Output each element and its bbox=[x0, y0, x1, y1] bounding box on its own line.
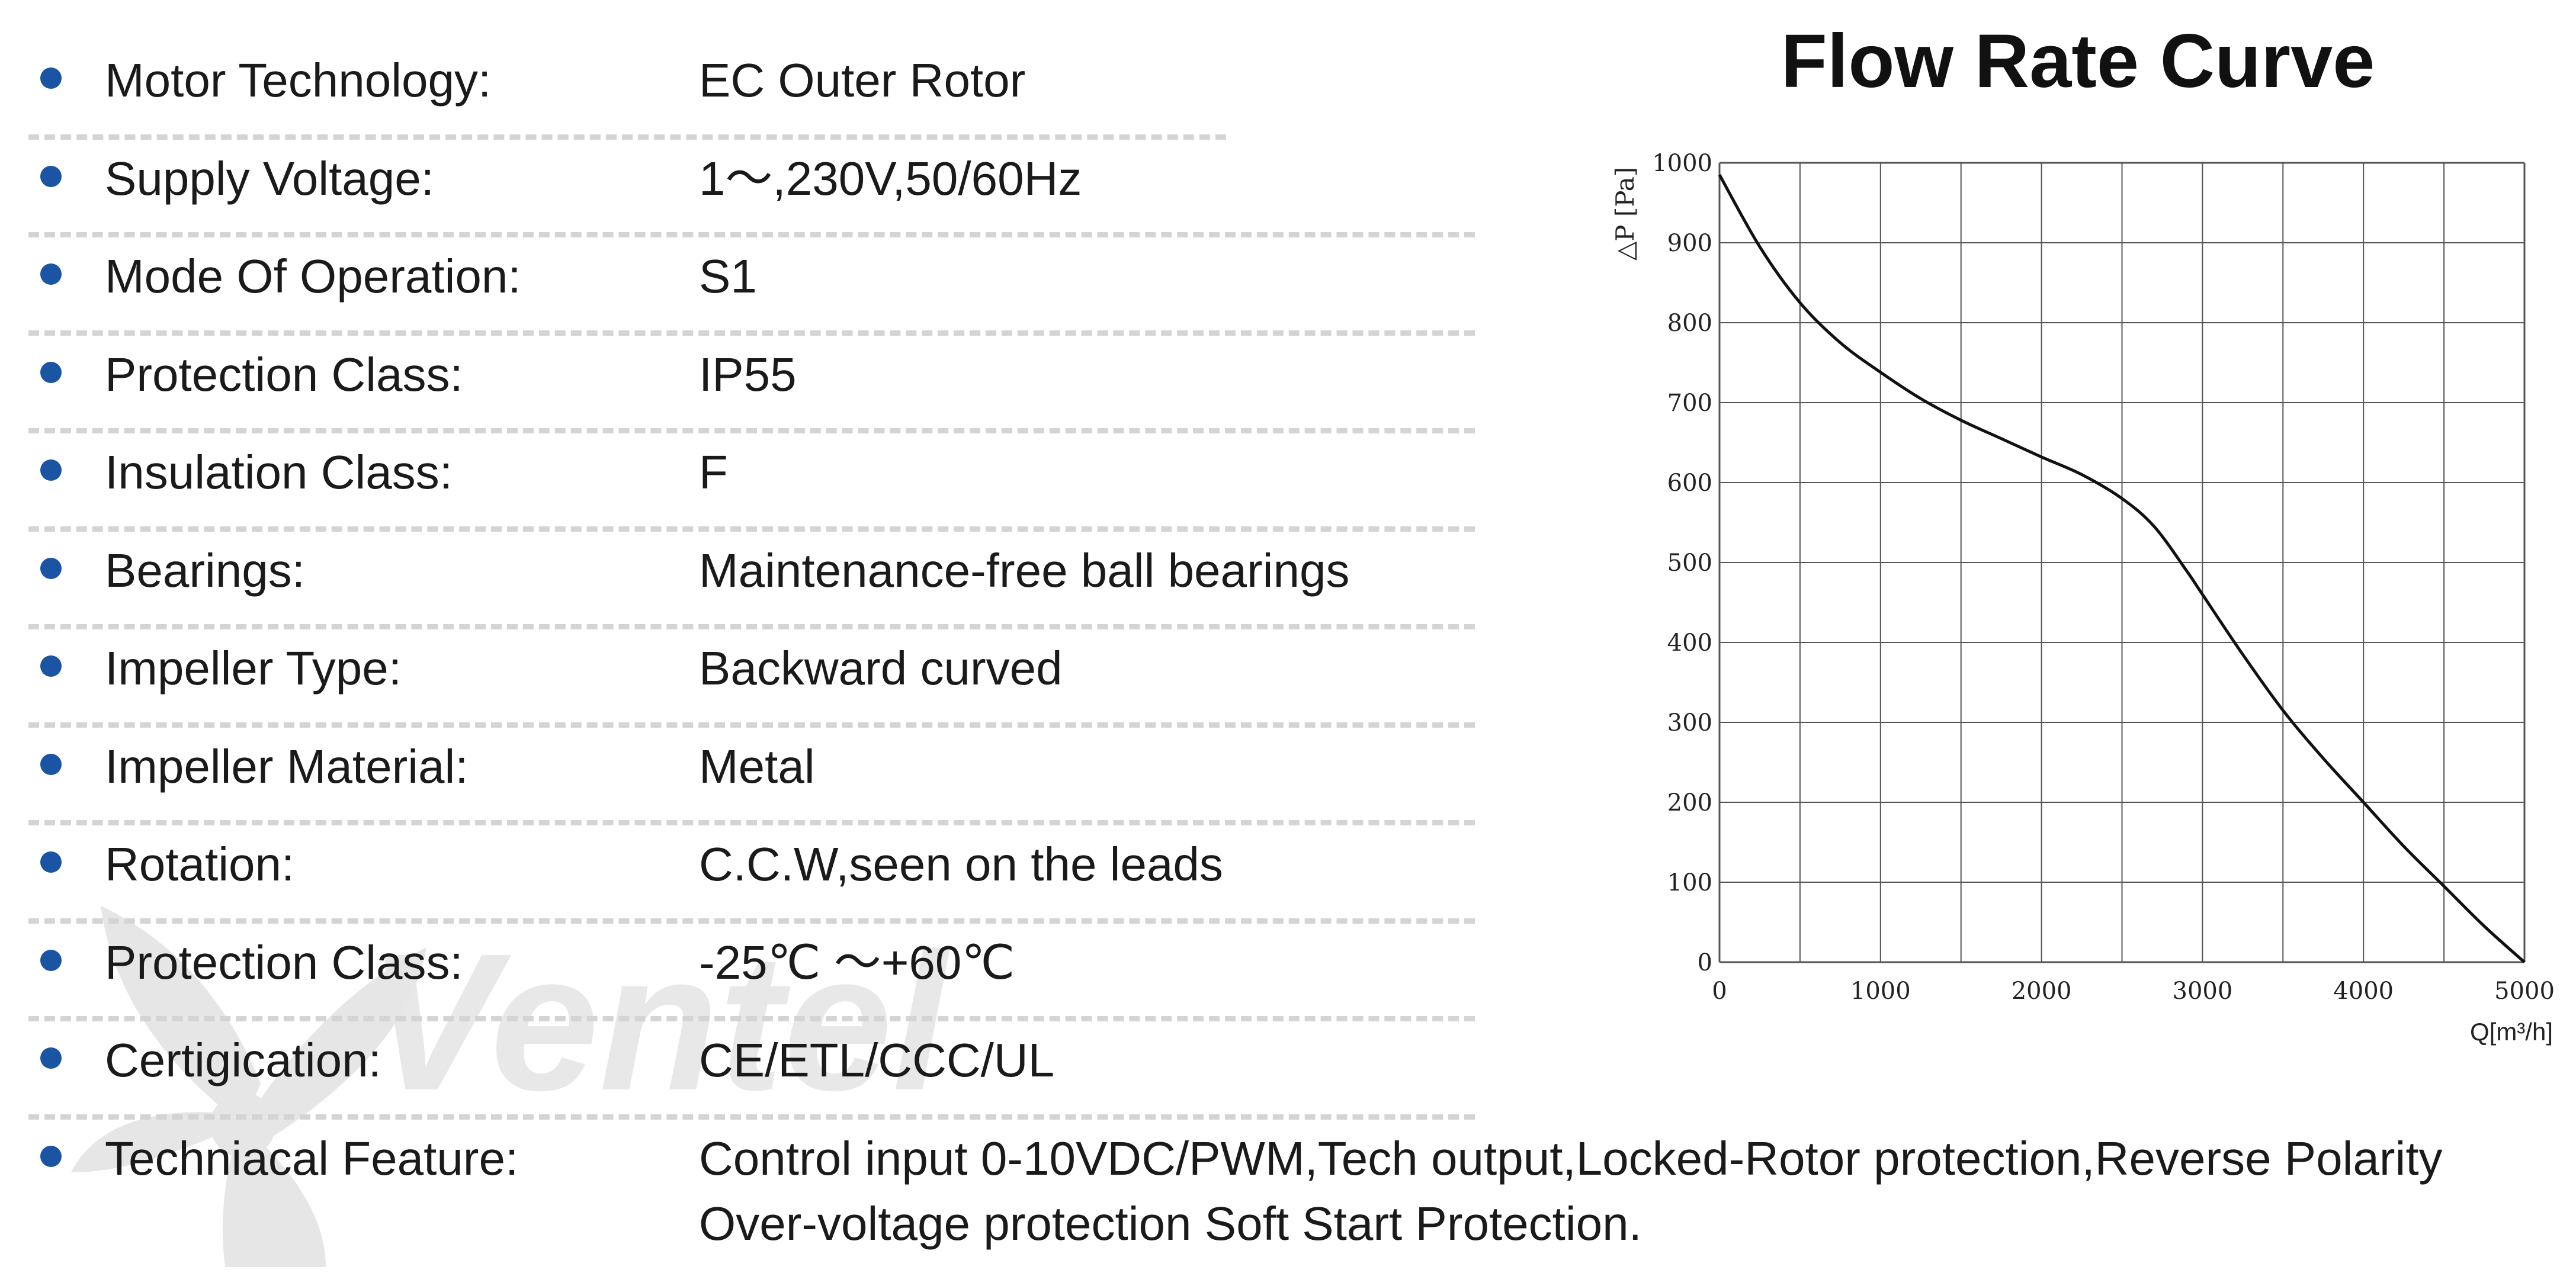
watermark-logo: Ventel bbox=[71, 906, 950, 1267]
spec-label: Protection Class: bbox=[105, 936, 463, 989]
spec-value: F bbox=[699, 449, 728, 496]
spec-label: Bearings: bbox=[105, 544, 305, 597]
spec-value: -25℃ ～+60℃ bbox=[699, 936, 1015, 989]
y-tick-label: 700 bbox=[1667, 390, 1712, 417]
spec-row: Protection Class: -25℃ ～+60℃ bbox=[24, 924, 1475, 1022]
chart-ticks: 0 1000 2000 3000 4000 5000 0 100 200 300 400 500 600… bbox=[1652, 150, 2555, 1005]
spec-label: Impeller Type: bbox=[105, 642, 402, 695]
spec-row: Protection Class: IP55 bbox=[24, 336, 1475, 434]
spec-value-line: CE/ETL/CCC/UL bbox=[699, 1034, 1055, 1086]
spec-value-line: 1～,230V,50/60Hz bbox=[699, 152, 1082, 205]
y-tick-label: 1000 bbox=[1652, 150, 1712, 177]
spec-value: CE/ETL/CCC/UL bbox=[699, 1037, 1054, 1084]
x-tick-label: 5000 bbox=[2494, 978, 2555, 1005]
spec-row: Certigication: CE/ETL/CCC/UL bbox=[24, 1021, 1475, 1120]
spec-row: Mode Of Operation: S1 bbox=[24, 237, 1475, 336]
spec-row: Techniacal Feature: Control input 0-10VDC… bbox=[24, 1120, 2443, 1268]
spec-label: Rotation: bbox=[105, 838, 295, 891]
spec-row: Supply Voltage: 1～,230V,50/60Hz bbox=[24, 140, 1475, 238]
x-tick-label: 2000 bbox=[2012, 978, 2072, 1005]
spec-value-line: EC Outer Rotor bbox=[699, 54, 1026, 107]
spec-label: Impeller Material: bbox=[105, 740, 469, 793]
y-tick-label: 300 bbox=[1667, 709, 1712, 737]
bullet-icon bbox=[40, 165, 62, 187]
spec-label: Protection Class: bbox=[105, 348, 463, 401]
y-axis-label: △P [Pa] bbox=[1611, 167, 1640, 261]
bullet-icon bbox=[40, 753, 62, 775]
bullet-icon bbox=[40, 1047, 62, 1069]
bullet-icon bbox=[40, 655, 62, 677]
spec-value: EC Outer Rotor bbox=[699, 57, 1025, 104]
spec-label: Certigication: bbox=[105, 1034, 381, 1086]
bullet-icon bbox=[40, 361, 62, 383]
y-tick-label: 800 bbox=[1667, 310, 1712, 337]
y-tick-label: 600 bbox=[1667, 470, 1712, 497]
spec-value-line: IP55 bbox=[699, 348, 797, 401]
spec-row: Motor Technology: EC Outer Rotor bbox=[24, 41, 1475, 140]
x-tick-label: 1000 bbox=[1850, 978, 1911, 1005]
spec-value: Backward curved bbox=[699, 645, 1063, 692]
spec-label: Supply Voltage: bbox=[105, 152, 434, 205]
x-tick-label: 3000 bbox=[2173, 978, 2233, 1005]
x-axis-label: Q[m³/h] bbox=[2470, 1018, 2553, 1046]
spec-value-line: F bbox=[699, 446, 728, 499]
spec-label: Motor Technology: bbox=[105, 54, 492, 107]
bullet-icon bbox=[40, 67, 62, 89]
spec-value-line: C.C.W,seen on the leads bbox=[699, 838, 1223, 891]
watermark-text: Ventel bbox=[367, 912, 950, 1131]
spec-value-line: Metal bbox=[699, 740, 815, 793]
bullet-icon bbox=[40, 263, 62, 285]
spec-value: S1 bbox=[699, 253, 757, 300]
bullet-icon bbox=[40, 949, 62, 971]
bullet-icon bbox=[40, 1145, 62, 1167]
y-tick-label: 400 bbox=[1667, 629, 1712, 657]
spec-value-line-2: Over-voltage protection Soft Start Prote… bbox=[699, 1197, 1642, 1250]
spec-value-line: S1 bbox=[699, 250, 757, 303]
x-tick-label: 4000 bbox=[2333, 978, 2394, 1005]
spec-value-line: Backward curved bbox=[699, 642, 1063, 695]
chart-title: Flow Rate Curve bbox=[1781, 19, 2375, 104]
spec-value: C.C.W,seen on the leads bbox=[699, 841, 1223, 888]
spec-label: Insulation Class: bbox=[105, 446, 453, 499]
y-tick-label: 0 bbox=[1698, 949, 1712, 976]
spec-row: Rotation: C.C.W,seen on the leads bbox=[24, 825, 1475, 924]
spec-row: Impeller Material: Metal bbox=[24, 728, 1475, 826]
spec-value: Maintenance-free ball bearings bbox=[699, 547, 1349, 594]
bullet-icon bbox=[40, 557, 62, 579]
y-tick-label: 500 bbox=[1667, 549, 1712, 577]
spec-value-line: Control input 0-10VDC/PWM,Tech output,Lo… bbox=[699, 1131, 2443, 1185]
spec-value: 1～,230V,50/60Hz bbox=[699, 155, 1082, 202]
y-tick-label: 900 bbox=[1667, 230, 1712, 257]
fan-blade-icon bbox=[71, 906, 426, 1267]
spec-row: Insulation Class: F bbox=[24, 433, 1475, 532]
spec-row: Bearings: Maintenance-free ball bearings bbox=[24, 532, 1475, 630]
bullet-icon bbox=[40, 851, 62, 873]
y-tick-label: 100 bbox=[1667, 869, 1712, 896]
spec-value: Metal bbox=[699, 740, 815, 793]
spec-list: Motor Technology: EC Outer Rotor Supply Vo… bbox=[24, 41, 2443, 1268]
spec-label: Mode Of Operation: bbox=[105, 250, 521, 303]
y-tick-label: 200 bbox=[1667, 789, 1712, 816]
spec-value: Control input 0-10VDC/PWM,Tech output,Lo… bbox=[699, 1131, 2443, 1250]
x-tick-label: 0 bbox=[1712, 978, 1727, 1005]
flow-rate-curve-line bbox=[1718, 174, 2526, 963]
spec-value: IP55 bbox=[699, 351, 797, 398]
spec-value-line: -25℃ ～+60℃ bbox=[699, 936, 1015, 989]
bullet-icon bbox=[40, 459, 62, 481]
spec-label: Techniacal Feature: bbox=[105, 1131, 519, 1185]
spec-value-line: Maintenance-free ball bearings bbox=[699, 544, 1350, 597]
chart-grid bbox=[1718, 162, 2526, 963]
spec-row: Impeller Type: Backward curved bbox=[24, 629, 1475, 728]
